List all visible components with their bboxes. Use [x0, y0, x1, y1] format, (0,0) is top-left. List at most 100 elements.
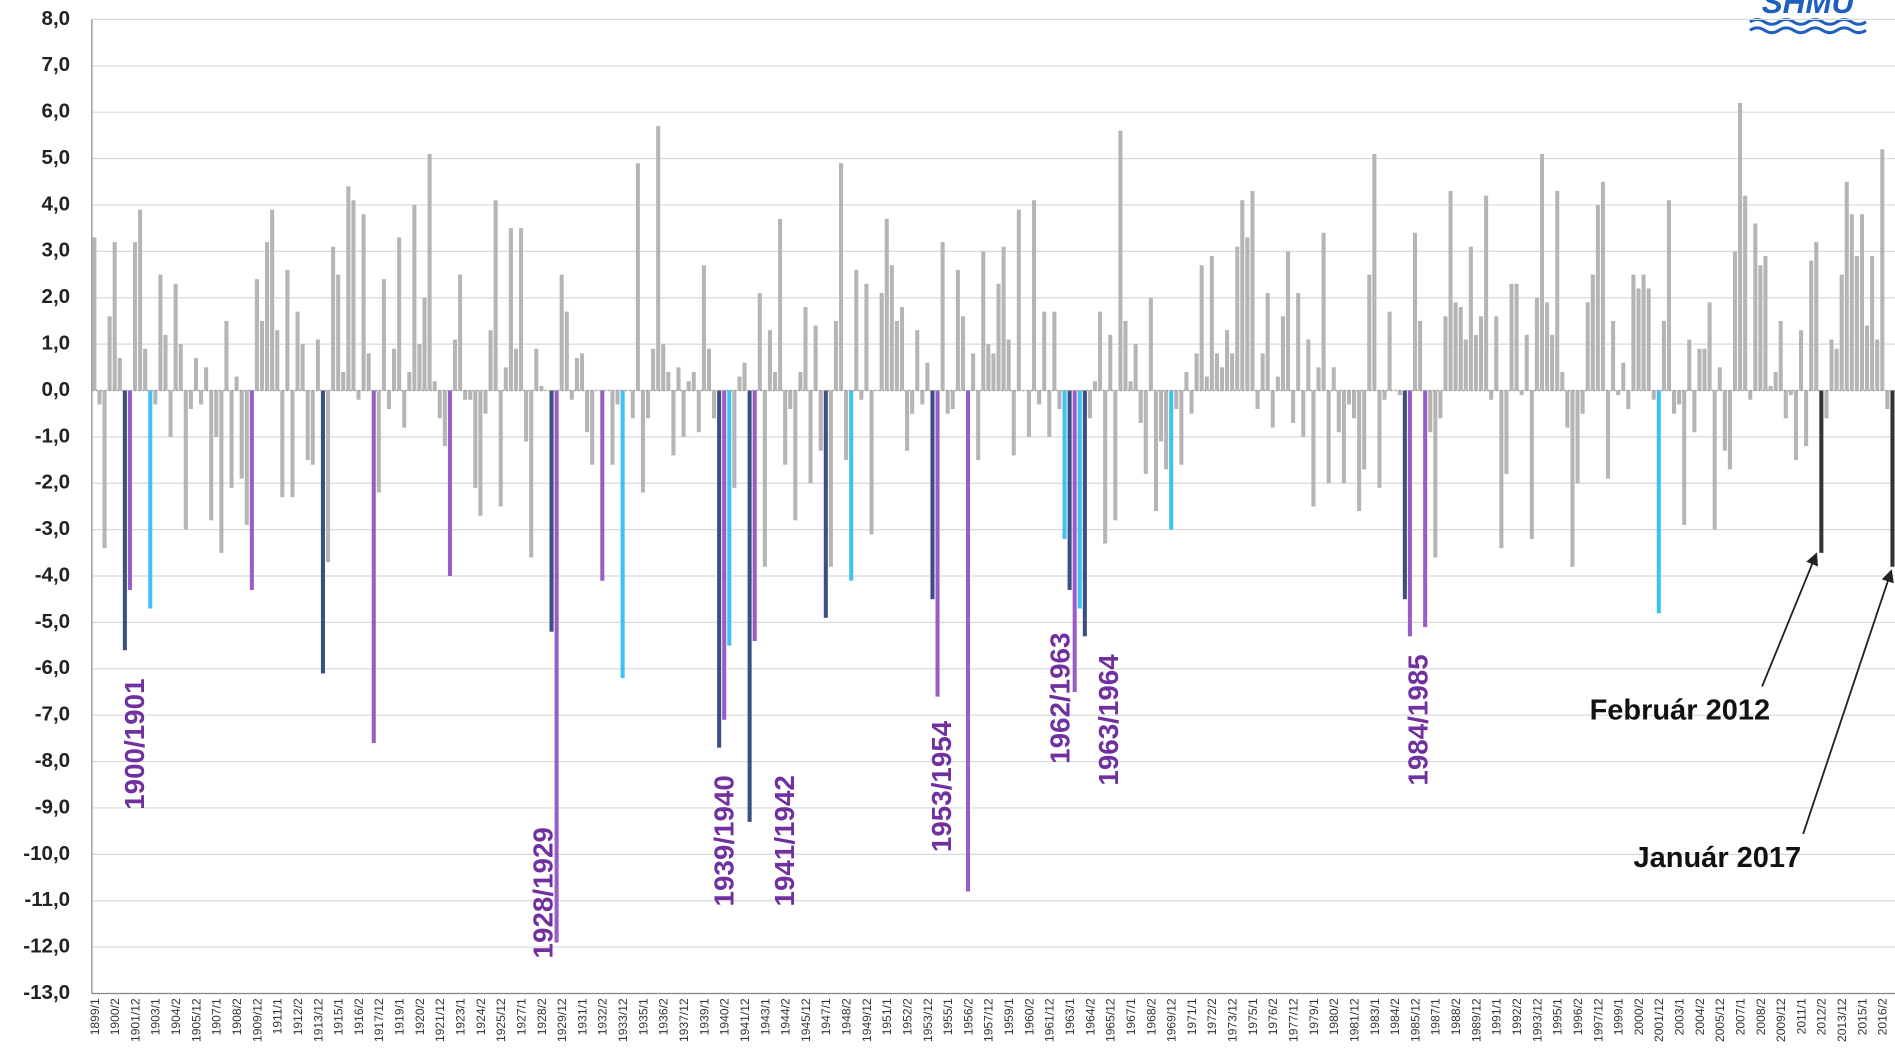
bar: [1799, 330, 1804, 391]
bar: [1047, 390, 1052, 437]
bar: [1006, 339, 1011, 391]
bar: [407, 371, 412, 391]
bar: [1793, 390, 1798, 461]
annotation: 1953/1954: [926, 720, 957, 852]
y-tick-label: -12,0: [23, 935, 70, 958]
x-tick-label: 1915/1: [332, 998, 346, 1035]
bar: [1057, 390, 1062, 410]
bar: [732, 390, 737, 488]
x-tick-label: 1941/12: [738, 998, 752, 1042]
bar: [214, 390, 219, 437]
bar: [767, 330, 772, 391]
y-tick-label: -2,0: [35, 471, 70, 494]
x-tick-label: 1904/2: [169, 998, 183, 1035]
y-tick-label: -10,0: [23, 842, 70, 865]
bar: [1504, 390, 1509, 474]
bar: [752, 390, 757, 641]
x-tick-label: 1992/2: [1510, 998, 1524, 1035]
x-tick-label: 1961/12: [1043, 998, 1057, 1042]
bar: [1072, 390, 1077, 692]
bar: [1453, 302, 1458, 391]
bar: [808, 390, 813, 484]
bar: [199, 390, 204, 405]
bar: [315, 339, 320, 391]
bar: [772, 371, 778, 391]
bar: [559, 274, 564, 391]
bar: [1011, 390, 1016, 456]
bar: [397, 237, 402, 391]
bar: [524, 390, 529, 442]
bar: [270, 209, 275, 391]
bar: [1280, 316, 1285, 391]
bar: [138, 209, 143, 391]
bar: [1854, 255, 1859, 391]
annotation: 1939/1940: [709, 775, 740, 906]
y-tick-label: 1,0: [42, 332, 71, 355]
bar: [498, 390, 503, 507]
bar: [1595, 204, 1600, 391]
bar: [1382, 390, 1387, 400]
bar: [427, 153, 432, 391]
bar: [1331, 367, 1336, 391]
x-tick-label: 1983/1: [1368, 998, 1382, 1035]
x-tick-label: 1973/12: [1226, 998, 1240, 1042]
bar: [1819, 390, 1824, 553]
bar: [1037, 390, 1042, 405]
x-tick-label: 1945/12: [799, 998, 813, 1042]
bar: [437, 390, 442, 419]
bar: [300, 344, 305, 391]
x-tick-label: 1919/1: [393, 998, 407, 1035]
bar: [1489, 390, 1494, 400]
bar: [1296, 293, 1301, 391]
bar: [392, 348, 397, 391]
bar: [574, 358, 579, 391]
bar: [1270, 390, 1275, 428]
y-tick-label: 7,0: [42, 53, 71, 76]
bar: [356, 390, 361, 400]
bar: [275, 330, 280, 391]
bar: [899, 306, 905, 391]
x-tick-label: 1991/1: [1490, 998, 1504, 1035]
bar: [1062, 390, 1067, 539]
bar: [1844, 181, 1849, 391]
bar: [1778, 320, 1783, 391]
bar: [1773, 371, 1778, 391]
bar: [351, 200, 356, 391]
bar: [646, 390, 651, 419]
bar: [1575, 390, 1580, 484]
bar: [1367, 274, 1372, 391]
x-tick-label: 1967/1: [1124, 998, 1138, 1035]
bar: [1514, 283, 1519, 391]
y-tick-label: 2,0: [42, 285, 71, 308]
bar: [259, 320, 265, 391]
bar: [1387, 311, 1392, 391]
x-tick-label: 1969/12: [1165, 998, 1179, 1042]
bar: [371, 390, 376, 744]
bar: [1651, 390, 1656, 400]
bar: [1534, 297, 1539, 391]
bar: [981, 251, 986, 391]
x-tick-label: 1936/2: [657, 998, 671, 1035]
bar: [549, 390, 554, 632]
bar: [976, 390, 981, 461]
bar: [1880, 149, 1885, 391]
bar: [254, 279, 259, 391]
bar: [950, 390, 955, 410]
bar: [1052, 311, 1057, 391]
bar: [1748, 390, 1753, 400]
bar: [1087, 390, 1092, 419]
bar: [1123, 320, 1128, 391]
x-tick-label: 2012/2: [1815, 998, 1829, 1035]
bar: [620, 390, 625, 679]
bar: [239, 390, 244, 479]
bar: [762, 390, 767, 567]
bar: [1098, 311, 1103, 391]
bar: [1463, 339, 1468, 391]
bar: [1245, 237, 1250, 391]
x-tick-label: 1924/2: [474, 998, 488, 1035]
x-tick-label: 2004/2: [1693, 998, 1707, 1035]
bar: [432, 381, 437, 391]
bar: [1194, 353, 1199, 391]
bar: [1585, 302, 1590, 391]
